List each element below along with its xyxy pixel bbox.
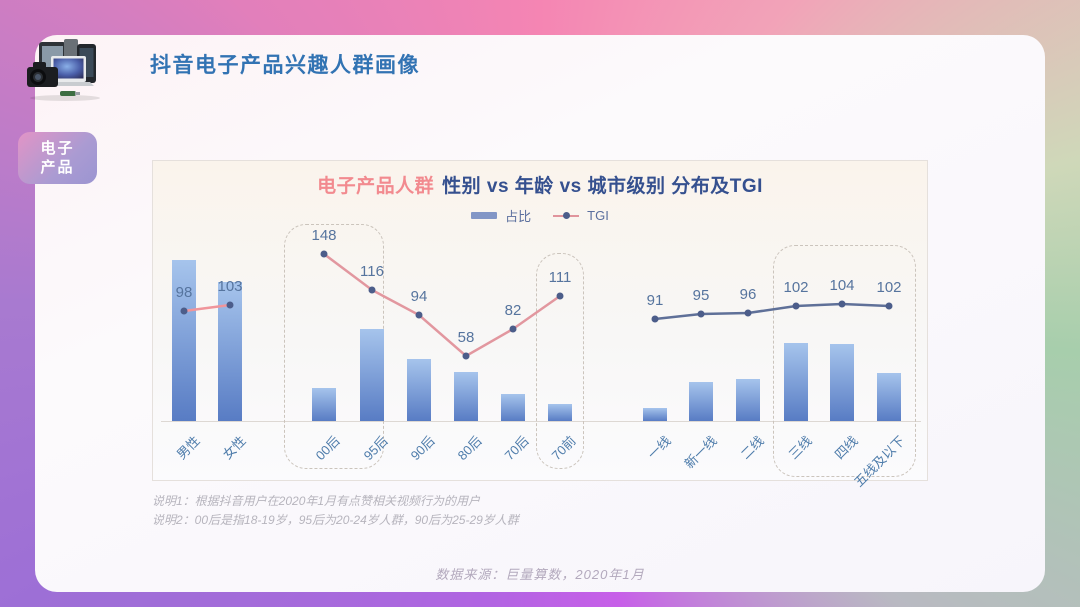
- bar-五线及以下: [877, 373, 901, 421]
- bar-80后: [454, 372, 478, 421]
- data-source: 数据来源：巨量算数，2020年1月: [435, 567, 645, 582]
- chart-title: 电子产品人群 性别 vs 年龄 vs 城市级别 分布及TGI: [153, 171, 927, 198]
- tgi-dot: [509, 325, 517, 333]
- tgi-value-label: 98: [175, 284, 193, 301]
- tgi-dot: [697, 310, 705, 318]
- legend-line-swatch-icon: [553, 212, 580, 219]
- x-axis-line: [161, 421, 921, 422]
- footnote-1: 说明1：根据抖音用户在2020年1月有点赞相关视频行为的用户: [152, 494, 481, 508]
- tgi-value-label: 95: [692, 287, 710, 304]
- plot-area: 98 男性 103 女性 148 00后 116 95后 94 90后 58 80后 82 70后 111 7…: [153, 161, 929, 490]
- chart-legend: 占比 TGI: [153, 206, 927, 225]
- tgi-value-label: 104: [829, 277, 855, 294]
- page-title: 抖音电子产品兴趣人群画像: [150, 54, 420, 77]
- category-label: 一线: [644, 433, 674, 463]
- electronic-devices-collage-icon: [27, 39, 100, 101]
- tgi-dot: [651, 315, 659, 323]
- category-label: 70后: [501, 433, 532, 464]
- bar-男性: [172, 260, 196, 421]
- bar-四线: [830, 344, 854, 421]
- tgi-value-label: 102: [783, 279, 809, 296]
- tgi-value-label: 111: [548, 269, 572, 286]
- bar-70前: [548, 404, 572, 421]
- category-label: 80后: [454, 433, 485, 464]
- tgi-dot: [462, 352, 470, 360]
- side-tab-electronics: 电子 产品: [18, 132, 97, 184]
- tgi-value-label: 148: [311, 227, 337, 244]
- bar-二线: [736, 379, 760, 421]
- category-label: 90后: [407, 433, 438, 464]
- bar-95后: [360, 329, 384, 421]
- bar-一线: [643, 408, 667, 421]
- highlight-box-3: [773, 245, 916, 477]
- legend-bar-swatch-icon: [471, 212, 498, 219]
- footnotes: 说明1：根据抖音用户在2020年1月有点赞相关视频行为的用户 说明2：00后是指…: [152, 492, 519, 530]
- category-label: 新一线: [681, 433, 720, 472]
- tgi-dot: [415, 311, 423, 319]
- bar-女性: [218, 282, 242, 421]
- side-tab-line1: 电子: [40, 139, 75, 157]
- tgi-value-label: 116: [360, 263, 384, 280]
- category-label: 女性: [219, 433, 249, 463]
- chart-panel: 电子产品人群 性别 vs 年龄 vs 城市级别 分布及TGI 占比 TGI 98 男…: [152, 160, 929, 490]
- category-label: 二线: [737, 433, 767, 463]
- tgi-value-label: 103: [217, 278, 243, 295]
- tgi-value-label: 91: [646, 292, 664, 309]
- footnote-2: 说明2：00后是指18-19岁，95后为20-24岁人群，90后为25-29岁人…: [152, 513, 519, 528]
- tgi-value-label: 82: [504, 302, 522, 319]
- bar-00后: [312, 388, 336, 421]
- chart-title-highlight: 电子产品人群: [317, 176, 435, 197]
- legend-line-label: TGI: [587, 208, 609, 223]
- category-label: 男性: [173, 433, 203, 463]
- tgi-value-label: 94: [410, 288, 428, 305]
- tgi-value-label: 58: [457, 329, 475, 346]
- legend-bar-label: 占比: [505, 209, 532, 224]
- side-tab-line2: 产品: [40, 159, 75, 176]
- chart-title-main: 性别 vs 年龄 vs 城市级别 分布及TGI: [442, 176, 763, 197]
- bar-新一线: [689, 382, 713, 421]
- tgi-dot: [744, 309, 752, 317]
- bar-90后: [407, 359, 431, 421]
- tgi-value-label: 102: [876, 279, 902, 296]
- bar-三线: [784, 343, 808, 421]
- tgi-value-label: 96: [739, 286, 757, 303]
- bar-70后: [501, 394, 525, 421]
